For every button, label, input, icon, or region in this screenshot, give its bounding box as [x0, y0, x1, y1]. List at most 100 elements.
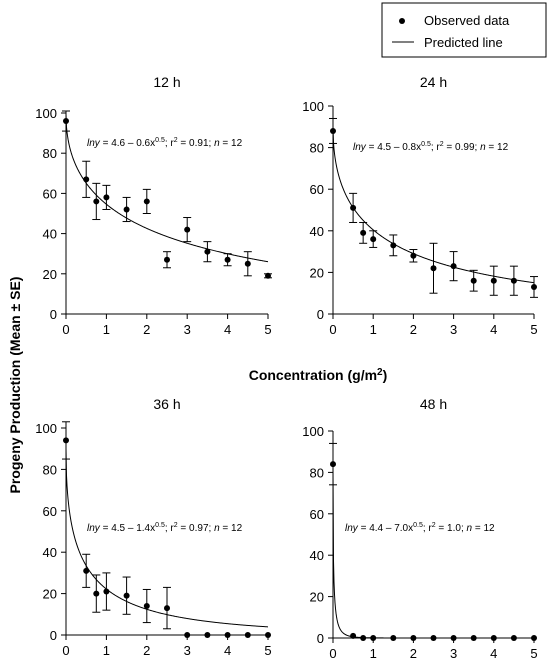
- data-point-48h: [470, 635, 477, 641]
- y-tick-label-36h: 60: [43, 504, 57, 519]
- data-point-24h: [350, 204, 357, 211]
- equation-part: lny: [87, 523, 101, 534]
- data-point-24h: [430, 265, 437, 272]
- equation-part: ; r: [423, 523, 433, 534]
- panel-48h: 48 h 0 20 40 60 80 100 0 1 2 3 4 5 lny = 4.4 – 7.0x0.…: [302, 396, 537, 661]
- panel-36h: 36 h 0 20 40 60 80 100 0 1 2 3 4 5 lny = 4.5 – 1.4x0.…: [35, 396, 271, 658]
- data-point-48h: [490, 635, 497, 641]
- x-tick-label-48h: 5: [530, 646, 537, 661]
- equation-part: = 4.4 – 7.0x: [358, 523, 413, 534]
- x-tick-label-36h: 1: [103, 643, 110, 658]
- equation-part: lny: [345, 523, 359, 534]
- equation-part: = 0.91;: [178, 138, 214, 149]
- equation-part: = 4.5 – 0.8x: [366, 142, 421, 153]
- x-tick-label-36h: 0: [62, 643, 69, 658]
- y-tick-label-48h: 40: [310, 548, 324, 563]
- data-point-24h: [330, 127, 336, 134]
- y-tick-label-12h: 60: [43, 186, 57, 201]
- equation-36h: lny = 4.5 – 1.4x0.5; r2 = 0.97; n = 12: [87, 522, 243, 534]
- y-tick-label-36h: 80: [43, 462, 57, 477]
- equation-part: 2: [440, 141, 444, 148]
- equation-12h: lny = 4.6 – 0.6x0.5; r2 = 0.91; n = 12: [87, 137, 243, 149]
- data-point-36h: [123, 592, 130, 599]
- equation-part: n: [214, 138, 220, 149]
- data-point-48h: [410, 635, 417, 641]
- x-tick-label-12h: 3: [184, 322, 191, 337]
- y-tick-label-48h: 80: [310, 465, 324, 480]
- equation-part: 2: [174, 137, 178, 144]
- data-point-36h: [63, 437, 69, 444]
- panel-title-24h: 24 h: [420, 74, 447, 90]
- equation-part: = 12: [486, 142, 509, 153]
- data-point-36h: [103, 588, 110, 595]
- data-point-36h: [224, 632, 231, 638]
- equation-part: n: [214, 523, 220, 534]
- data-point-24h: [470, 277, 477, 284]
- y-tick-label-24h: 80: [310, 141, 324, 156]
- equation-48h: lny = 4.4 – 7.0x0.5; r2 = 1.0; n = 12: [345, 522, 495, 534]
- data-point-12h: [123, 206, 130, 213]
- data-point-36h: [83, 567, 90, 574]
- equation-part: ; r: [431, 142, 441, 153]
- x-tick-label-12h: 0: [62, 322, 69, 337]
- equation-part: 0.5: [421, 141, 431, 148]
- legend: Observed data Predicted line: [381, 2, 547, 58]
- equation-part: 2: [432, 522, 436, 529]
- data-point-24h: [390, 242, 397, 249]
- data-point-48h: [390, 635, 397, 641]
- data-point-12h: [103, 194, 110, 201]
- data-point-12h: [265, 272, 271, 279]
- panel-title-12h: 12 h: [153, 74, 180, 90]
- y-tick-label-12h: 40: [43, 227, 57, 242]
- data-point-48h: [330, 461, 336, 468]
- equation-part: = 12: [220, 523, 243, 534]
- data-point-36h: [244, 632, 251, 638]
- equation-part: = 4.5 – 1.4x: [100, 523, 155, 534]
- equation-part: 0.5: [413, 522, 423, 529]
- y-tick-label-24h: 0: [317, 307, 324, 322]
- data-point-48h: [510, 635, 517, 641]
- panel-title-36h: 36 h: [153, 396, 180, 412]
- data-point-24h: [450, 263, 457, 270]
- legend-observed-label: Observed data: [424, 13, 510, 28]
- data-point-12h: [204, 248, 211, 255]
- data-point-48h: [531, 635, 537, 641]
- equation-part: ; r: [165, 523, 175, 534]
- data-point-48h: [450, 635, 457, 641]
- x-tick-label-24h: 4: [490, 322, 497, 337]
- data-point-48h: [350, 632, 357, 639]
- equation-part: = 12: [220, 138, 243, 149]
- legend-box: [381, 2, 547, 58]
- x-tick-label-24h: 3: [450, 322, 457, 337]
- x-tick-label-36h: 3: [184, 643, 191, 658]
- y-tick-label-48h: 100: [302, 424, 324, 439]
- y-tick-label-36h: 0: [50, 628, 57, 643]
- y-tick-label-12h: 20: [43, 267, 57, 282]
- y-tick-label-48h: 60: [310, 507, 324, 522]
- x-axis-label: Concentration (g/m2): [249, 367, 388, 383]
- equation-part: 0.5: [155, 137, 165, 144]
- y-tick-label-24h: 40: [310, 224, 324, 239]
- data-point-24h: [370, 236, 377, 243]
- predicted-line-12h: [65, 114, 269, 263]
- data-point-24h: [510, 277, 517, 284]
- data-point-12h: [184, 226, 191, 233]
- data-point-36h: [164, 605, 170, 612]
- x-tick-label-36h: 2: [143, 643, 150, 658]
- y-tick-label-36h: 40: [43, 545, 57, 560]
- y-tick-label-12h: 0: [50, 307, 57, 322]
- x-tick-label-36h: 4: [224, 643, 231, 658]
- equation-part: 0.5: [155, 522, 165, 529]
- data-point-12h: [143, 198, 150, 205]
- equation-part: = 12: [472, 523, 495, 534]
- y-tick-label-48h: 20: [310, 590, 324, 605]
- data-point-36h: [184, 632, 191, 638]
- data-point-48h: [360, 635, 367, 641]
- equation-part: n: [480, 142, 486, 153]
- x-tick-label-48h: 4: [490, 646, 497, 661]
- data-point-48h: [370, 635, 377, 641]
- data-point-48h: [430, 635, 437, 641]
- data-point-24h: [410, 252, 417, 259]
- data-point-24h: [490, 277, 497, 284]
- data-point-12h: [63, 118, 69, 125]
